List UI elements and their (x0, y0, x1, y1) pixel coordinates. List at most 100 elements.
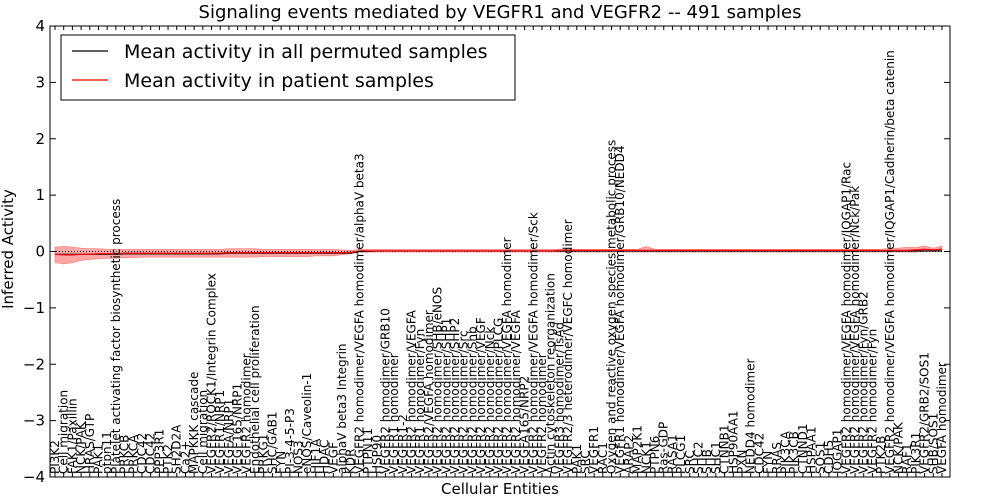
entity-label: PRKCA (126, 434, 140, 474)
entity-label: FAK1/Paxillin (65, 398, 79, 474)
entity-label: VEGFR2 homodimer/Shb (465, 326, 479, 474)
entity-label: Cell migration (57, 390, 71, 474)
entity-label: VEGFA165/NRP2 (518, 376, 532, 474)
entity-label: alphaV beta3 Integrin (335, 343, 349, 474)
entity-label: VEGFR1-2 (396, 414, 410, 474)
entity-label: Ca2+ (178, 441, 192, 474)
y-tick-label: −4 (23, 468, 45, 486)
entity-label: PTK2B (874, 436, 888, 474)
entity-label: VEGFR1 homodimer (387, 353, 401, 474)
y-axis-label: Inferred Activity (0, 189, 17, 309)
entity-label: VEGF (326, 442, 340, 474)
entity-label: VEGFR2 homodimer/SHP1 (439, 318, 453, 474)
entity-label: VEGFR2 homodimer/VEGFA (405, 309, 419, 474)
entity-label: CDC42 (144, 433, 158, 474)
entity-label: HIF1A (309, 438, 323, 474)
entity-label: VEGFR2 homodimer/SHP2 (448, 318, 462, 474)
entity-label: RASA1 (665, 434, 679, 474)
entity-label: SHC1 (709, 441, 723, 474)
entity-label: VEGFR2 homodimer/SHB/eNOS (431, 287, 445, 474)
entity-label: PIK3CA (778, 430, 792, 474)
entity-label: PIK3R1 (909, 432, 923, 474)
entity-label: VEGFR2 homodimer/VEGFA (509, 309, 523, 474)
entity-label: IQGAP1 (831, 429, 845, 474)
entity-label: MAPKKK cascade (187, 372, 201, 474)
entity-label: VEGFR2/VEGFA homodimer (422, 310, 436, 474)
entity-label: VEGFR2 homodimer/VEGFA homodimer/IQGAP1/… (839, 162, 853, 474)
entity-label: HSP90AA1 (726, 410, 740, 474)
y-tick-label: −3 (23, 412, 45, 430)
entity-label: Ras-GDP (657, 422, 671, 474)
entity-label: NCK1 (639, 441, 653, 474)
entity-label: Cell migration (196, 390, 210, 474)
entity-label: VEGFR2 homodimer/Fyn (865, 329, 879, 474)
entity-label: RAC1 (596, 442, 610, 474)
entity-label: CTNND1 (796, 423, 810, 474)
entity-label: PTPN11 (361, 428, 375, 474)
entity-label: VEGFR2/ROCK1/Integrin Complex (205, 273, 219, 474)
entity-label: eNOS/Caveolin-1 (300, 373, 314, 474)
entity-label: SOS1 (813, 442, 827, 474)
entity-label: VEGFR2 homodimer/PLCG (492, 318, 506, 474)
entity-label: CDC42 (752, 433, 766, 474)
entity-label: FYN (761, 451, 775, 474)
y-tick-layer: 4 3 2 1 0 −1 −2 −3 −4 (23, 17, 950, 486)
chart-title: Signaling events mediated by VEGFR1 and … (199, 2, 802, 23)
entity-label: HSP90 (370, 435, 384, 474)
entity-label: PIK3CB (787, 431, 801, 474)
entity-label: SRC (578, 450, 592, 474)
entity-label: CTNNB1 (718, 424, 732, 474)
legend-label-patient: Mean activity in patient samples (124, 70, 434, 92)
entity-label: MAP2K1 (631, 425, 645, 474)
entity-label: PLCG1 (674, 435, 688, 474)
entity-label: VEGFR2 homodimer/VEGFA homodimer/Sck (526, 212, 540, 474)
entity-label: SHB/SOS1 (926, 413, 940, 474)
entity-label: VEGFR1 (587, 426, 601, 474)
entity-label: CDH5 (822, 440, 836, 474)
legend: Mean activity in all permuted samples Me… (60, 34, 516, 101)
entity-label: RAF1 (900, 443, 914, 474)
entity-label: KDR (344, 449, 358, 474)
entity-label: PPP3R1 (152, 429, 166, 474)
entity-label: NCK/PAK (74, 421, 88, 474)
entity-label: VEGFR2 homodimer/VEGFA homodimer/IQGAP1/… (883, 50, 897, 474)
entity-label: VEGFR2 homodimer/VEGF (474, 317, 488, 474)
entity-label: PRKCB (118, 435, 132, 474)
entity-label: VEGFR1 homodimer/Fyn (413, 329, 427, 474)
entity-label: VEGFR1/NRP1 (213, 390, 227, 474)
entity-label: NOS3 (291, 440, 305, 474)
entity-label: PXN (735, 450, 749, 474)
y-tick-label: 1 (35, 186, 45, 204)
entity-label: VEGFR3 homodimer/TsAd (552, 322, 566, 474)
legend-label-permuted: Mean activity in all permuted samples (124, 41, 487, 63)
entity-label: ARAP2 (622, 435, 636, 474)
entity-label: HSPAA1 (805, 427, 819, 475)
entity-label: Endothelial cell proliferation (248, 305, 262, 474)
entity-label: VEGFR2 homodimer/Fyn/GRB2 (857, 291, 871, 474)
entity-label: VEGFR2 homodimer/VEGFA homodimer (500, 237, 514, 474)
legend-box (60, 34, 516, 101)
entity-label: SHC/GAB1 (265, 412, 279, 474)
entity-label: CDC42 (135, 433, 149, 474)
entity-label: Oxygen and reactive oxygen species metab… (605, 140, 619, 474)
entity-label: VEGFR2/3 heterodimer/VEGFC homodimer (561, 219, 575, 474)
y-tick-label: 0 (35, 243, 45, 261)
entity-label: ptpn11 (100, 431, 114, 474)
y-tick-label: 2 (35, 130, 45, 148)
entity-label: VEGFR2 homodimer/VEGFA homodimer/alphaV … (352, 153, 366, 474)
entity-label: Platelet activating factor biosynthetic … (109, 199, 123, 474)
entity-label: HDAC (318, 440, 332, 474)
entity-label: PAK1 (570, 444, 584, 474)
y-tick-label: −2 (23, 355, 45, 373)
series-line-layer (50, 248, 950, 256)
entity-label: VEGFR2/GRB2/SOS1 (918, 352, 932, 474)
entity-label: VEGFR2 homodimer (535, 353, 549, 474)
entity-label: VEGFR2 homodimer/Src (457, 330, 471, 474)
entity-label: PI3K2 (48, 440, 62, 474)
entity-label: VEGFA/NRP1 (222, 399, 236, 474)
entity-label: VEGFR2 homodimer (239, 353, 253, 474)
entity-label: PTPN6 (648, 436, 662, 474)
entity-label: FYN (274, 451, 288, 474)
x-axis-label: Cellular Entities (441, 480, 559, 498)
